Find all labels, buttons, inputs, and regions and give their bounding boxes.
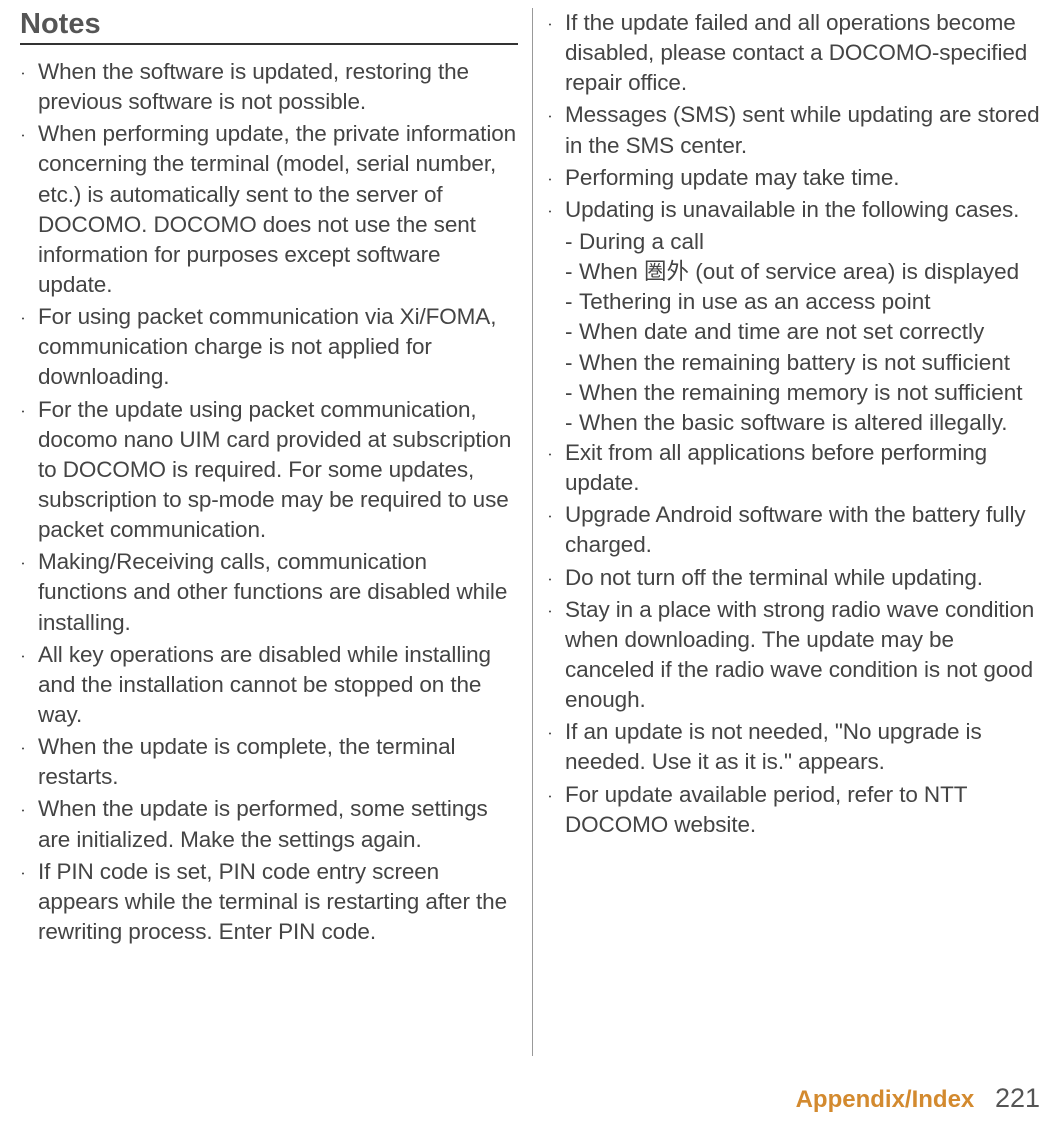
- list-item: ･When the update is complete, the termin…: [20, 732, 518, 792]
- list-item-text: Stay in a place with strong radio wave c…: [565, 595, 1044, 716]
- list-item-text: When the software is updated, restoring …: [38, 57, 518, 117]
- list-item-text: If an update is not needed, "No upgrade …: [565, 717, 1044, 777]
- sub-list-item: -When the basic software is altered ille…: [565, 408, 1044, 438]
- bullet-icon: ･: [547, 8, 565, 98]
- dash-icon: -: [565, 408, 579, 438]
- list-item-text: If the update failed and all operations …: [565, 8, 1044, 98]
- right-notes-list: ･If the update failed and all operations…: [547, 8, 1044, 840]
- list-item: ･If an update is not needed, "No upgrade…: [547, 717, 1044, 777]
- bullet-icon: ･: [20, 57, 38, 117]
- dash-icon: -: [565, 257, 579, 287]
- bullet-icon: ･: [20, 547, 38, 637]
- bullet-icon: ･: [547, 717, 565, 777]
- list-item: ･If the update failed and all operations…: [547, 8, 1044, 98]
- bullet-icon: ･: [547, 163, 565, 193]
- bullet-icon: ･: [20, 395, 38, 546]
- list-item: ･When the software is updated, restoring…: [20, 57, 518, 117]
- list-item: ･Stay in a place with strong radio wave …: [547, 595, 1044, 716]
- sub-list-item: -When 圏外 (out of service area) is displa…: [565, 257, 1044, 287]
- list-item-text: All key operations are disabled while in…: [38, 640, 518, 730]
- page-root: Notes ･When the software is updated, res…: [0, 0, 1064, 1134]
- bullet-icon: ･: [547, 438, 565, 498]
- list-item-text: Updating is unavailable in the following…: [565, 195, 1044, 225]
- list-item: ･Do not turn off the terminal while upda…: [547, 563, 1044, 593]
- dash-icon: -: [565, 317, 579, 347]
- left-notes-list: ･When the software is updated, restoring…: [20, 57, 518, 947]
- list-item-text: When the update is complete, the termina…: [38, 732, 518, 792]
- sub-item-text: During a call: [579, 227, 1044, 257]
- bullet-icon: ･: [20, 857, 38, 947]
- dash-icon: -: [565, 287, 579, 317]
- sub-list-item: -During a call: [565, 227, 1044, 257]
- list-item: ･Messages (SMS) sent while updating are …: [547, 100, 1044, 160]
- sub-list-item: -Tethering in use as an access point: [565, 287, 1044, 317]
- left-column: Notes ･When the software is updated, res…: [20, 8, 532, 1056]
- sub-list-item: -When the remaining battery is not suffi…: [565, 348, 1044, 378]
- list-item-text: For using packet communication via Xi/FO…: [38, 302, 518, 392]
- list-item-text: Upgrade Android software with the batter…: [565, 500, 1044, 560]
- footer-page-number: 221: [995, 1083, 1040, 1113]
- dash-icon: -: [565, 378, 579, 408]
- dash-icon: -: [565, 227, 579, 257]
- dash-icon: -: [565, 348, 579, 378]
- page-footer: Appendix/Index 221: [796, 1083, 1040, 1114]
- list-item: ･When performing update, the private inf…: [20, 119, 518, 300]
- bullet-icon: ･: [547, 195, 565, 225]
- sub-item-text: Tethering in use as an access point: [579, 287, 1044, 317]
- bullet-icon: ･: [20, 794, 38, 854]
- bullet-icon: ･: [20, 119, 38, 300]
- sub-item-text: When date and time are not set correctly: [579, 317, 1044, 347]
- list-item: ･Updating is unavailable in the followin…: [547, 195, 1044, 225]
- bullet-icon: ･: [547, 595, 565, 716]
- list-item-text: Do not turn off the terminal while updat…: [565, 563, 1044, 593]
- list-item: ･All key operations are disabled while i…: [20, 640, 518, 730]
- sub-item-text: When the remaining memory is not suffici…: [579, 378, 1044, 408]
- bullet-icon: ･: [20, 302, 38, 392]
- list-item-text: Messages (SMS) sent while updating are s…: [565, 100, 1044, 160]
- sub-item-text: When the remaining battery is not suffic…: [579, 348, 1044, 378]
- bullet-icon: ･: [547, 500, 565, 560]
- list-item: ･If PIN code is set, PIN code entry scre…: [20, 857, 518, 947]
- notes-heading: Notes: [20, 8, 518, 45]
- list-item-text: When performing update, the private info…: [38, 119, 518, 300]
- bullet-icon: ･: [547, 780, 565, 840]
- list-item-text: For update available period, refer to NT…: [565, 780, 1044, 840]
- list-item: ･Upgrade Android software with the batte…: [547, 500, 1044, 560]
- list-item-text: Performing update may take time.: [565, 163, 1044, 193]
- list-item: ･Exit from all applications before perfo…: [547, 438, 1044, 498]
- list-item-text: For the update using packet communicatio…: [38, 395, 518, 546]
- list-item: ･Making/Receiving calls, communication f…: [20, 547, 518, 637]
- sub-list-item: -When date and time are not set correctl…: [565, 317, 1044, 347]
- footer-section-label: Appendix/Index: [796, 1086, 975, 1113]
- two-column-layout: Notes ･When the software is updated, res…: [20, 8, 1044, 1056]
- list-item: ･Performing update may take time.: [547, 163, 1044, 193]
- sub-list: -During a call-When 圏外 (out of service a…: [547, 227, 1044, 438]
- bullet-icon: ･: [547, 100, 565, 160]
- sub-list-item: -When the remaining memory is not suffic…: [565, 378, 1044, 408]
- list-item: ･When the update is performed, some sett…: [20, 794, 518, 854]
- list-item-text: Exit from all applications before perfor…: [565, 438, 1044, 498]
- list-item-text: If PIN code is set, PIN code entry scree…: [38, 857, 518, 947]
- right-column: ･If the update failed and all operations…: [532, 8, 1044, 1056]
- list-item: ･For update available period, refer to N…: [547, 780, 1044, 840]
- list-item: ･For using packet communication via Xi/F…: [20, 302, 518, 392]
- list-item-text: When the update is performed, some setti…: [38, 794, 518, 854]
- bullet-icon: ･: [20, 732, 38, 792]
- list-item: ･For the update using packet communicati…: [20, 395, 518, 546]
- bullet-icon: ･: [547, 563, 565, 593]
- list-item-text: Making/Receiving calls, communication fu…: [38, 547, 518, 637]
- bullet-icon: ･: [20, 640, 38, 730]
- sub-item-text: When 圏外 (out of service area) is display…: [579, 257, 1044, 287]
- sub-item-text: When the basic software is altered illeg…: [579, 408, 1044, 438]
